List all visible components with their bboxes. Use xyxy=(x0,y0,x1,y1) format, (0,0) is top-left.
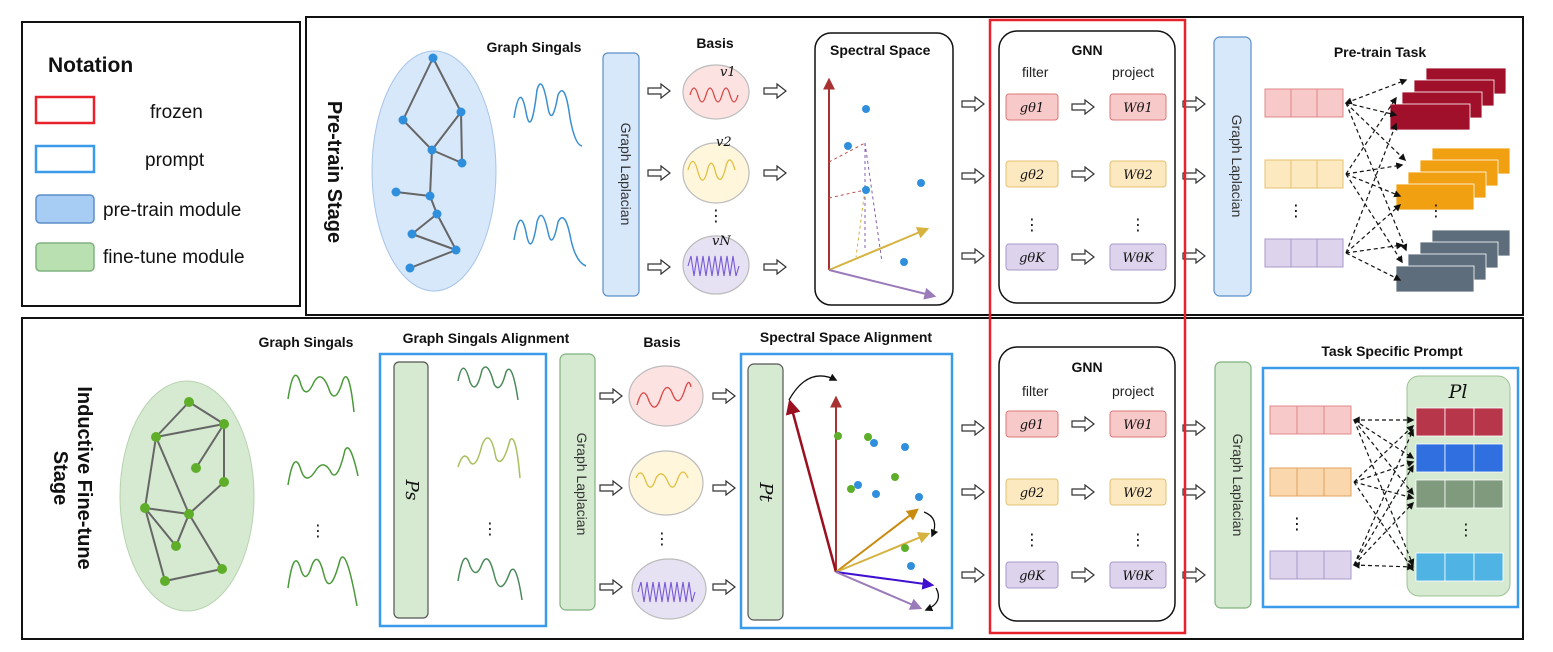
prompt-title: Task Specific Prompt xyxy=(1321,343,1463,359)
finetune-graph-icon xyxy=(119,380,255,612)
pretrain-graph-icon xyxy=(371,50,497,292)
basis-v1-label: v1 xyxy=(720,65,736,80)
finetune-project-label: project xyxy=(1112,383,1154,399)
svg-text:⋮: ⋮ xyxy=(310,523,326,540)
pretrain-filter-label: filter xyxy=(1022,64,1049,80)
pretrain-laplacian2-module xyxy=(1213,36,1252,297)
filter-gK: gθK xyxy=(1019,251,1046,266)
svg-text:⋮: ⋮ xyxy=(1428,203,1444,220)
finetune-label: fine-tune module xyxy=(103,247,245,268)
signal-wave-icon xyxy=(287,556,358,607)
basis-v1: v1 xyxy=(682,64,750,120)
pretrain-task-stacks: ⋮ xyxy=(1389,67,1511,293)
signal-wave-icon xyxy=(513,83,583,147)
pretrain-embeddings: ⋮ xyxy=(1264,88,1344,268)
basis-vN: vN xyxy=(682,234,750,295)
pretrain-stage-label: Pre-train Stage xyxy=(323,101,345,243)
prompt-swatch xyxy=(34,144,96,174)
spectral-space-title: Spectral Space xyxy=(830,42,931,58)
ft-project-WK: WθK xyxy=(1123,569,1155,584)
basis-v2: v2 xyxy=(682,135,750,204)
signal-wave-icon xyxy=(287,374,355,413)
signal-wave-icon xyxy=(513,214,587,267)
pretrain-basis-title: Basis xyxy=(696,35,734,51)
ps-module xyxy=(393,361,429,619)
project-W1: Wθ1 xyxy=(1123,101,1152,116)
pl-label: Pl xyxy=(1448,381,1468,403)
graph-signals-alignment: Graph Singals Alignment Ps ⋮ xyxy=(378,330,570,628)
pretrain-task-title: Pre-train Task xyxy=(1334,44,1427,60)
notation-title: Notation xyxy=(48,54,133,77)
finetune-basis-2 xyxy=(628,450,704,516)
spectral-alignment-title: Spectral Space Alignment xyxy=(760,329,933,345)
finetune-swatch xyxy=(35,242,95,272)
pretrain-task-links xyxy=(1344,78,1408,281)
finetune-stage: Inductive Fine-tune Stage Graph Singals xyxy=(21,317,1524,640)
frozen-swatch xyxy=(34,95,96,125)
finetune-stage-label-1: Inductive Fine-tune xyxy=(73,386,95,569)
spectral-space-panel: Spectral Space xyxy=(814,32,954,306)
spectral-space-alignment: Spectral Space Alignment Pt xyxy=(739,329,954,630)
svg-text:⋮: ⋮ xyxy=(1024,217,1040,234)
finetune-laplacian2-label: Graph Laplacian xyxy=(1230,434,1246,537)
pt-label: Pt xyxy=(755,481,776,502)
finetune-graph-signals-title: Graph Singals xyxy=(259,334,354,350)
basis-ellipsis: ⋮ xyxy=(708,208,724,225)
ft-filter-gK: gθK xyxy=(1019,569,1046,584)
svg-text:⋮: ⋮ xyxy=(1130,532,1146,549)
finetune-stage-label-2: Stage xyxy=(49,451,71,505)
finetune-laplacian-label: Graph Laplacian xyxy=(574,433,590,536)
axis-arrow-icon xyxy=(828,269,937,300)
finetune-gnn-title: GNN xyxy=(1071,359,1102,375)
pretrain-label: pre-train module xyxy=(103,200,241,221)
pretrain-project-label: project xyxy=(1112,64,1154,80)
pretrain-stage: Pre-train Stage xyxy=(305,16,1524,316)
svg-text:⋮: ⋮ xyxy=(1289,516,1305,533)
axis-arrow-icon xyxy=(828,227,930,271)
pretrain-gnn: GNN filter project gθ1 gθ2 ⋮ gθK Wθ1 Wθ2… xyxy=(998,30,1176,304)
frozen-label: frozen xyxy=(150,102,203,123)
ft-filter-g1: gθ1 xyxy=(1020,418,1044,433)
filter-g1: gθ1 xyxy=(1020,101,1044,116)
svg-text:⋮: ⋮ xyxy=(654,531,670,548)
filter-g2: gθ2 xyxy=(1020,168,1044,183)
svg-text:⋮: ⋮ xyxy=(482,521,498,538)
frozen-region xyxy=(988,18,1187,635)
alignment-title: Graph Singals Alignment xyxy=(403,330,570,346)
prompt-label: prompt xyxy=(145,150,205,171)
svg-text:⋮: ⋮ xyxy=(1024,532,1040,549)
pretrain-laplacian-label: Graph Laplacian xyxy=(618,123,634,226)
pretrain-gnn-title: GNN xyxy=(1071,42,1102,58)
ft-filter-g2: gθ2 xyxy=(1020,486,1044,501)
project-WK: WθK xyxy=(1123,251,1155,266)
pretrain-graph-signals-title: Graph Singals xyxy=(487,39,582,55)
notation-legend: Notation frozen prompt pre-train module … xyxy=(21,21,301,307)
svg-text:⋮: ⋮ xyxy=(1288,203,1304,220)
finetune-filter-label: filter xyxy=(1022,383,1049,399)
ps-label: Ps xyxy=(401,479,422,501)
finetune-laplacian-module xyxy=(559,353,596,611)
pretrain-swatch xyxy=(35,194,95,224)
basis-vN-label: vN xyxy=(712,234,731,249)
project-W2: Wθ2 xyxy=(1123,168,1152,183)
task-specific-prompt: Task Specific Prompt ⋮ Pl ⋮ xyxy=(1261,343,1520,609)
finetune-basis-title: Basis xyxy=(643,334,681,350)
pt-module xyxy=(747,363,784,621)
svg-text:⋮: ⋮ xyxy=(1458,522,1474,539)
finetune-gnn: GNN filter project gθ1 gθ2 ⋮ gθK Wθ1 Wθ2… xyxy=(998,346,1176,622)
finetune-basis-1 xyxy=(628,365,704,427)
basis-v2-label: v2 xyxy=(716,135,732,150)
pretrain-laplacian-module xyxy=(602,52,640,297)
pretrain-laplacian2-label: Graph Laplacian xyxy=(1229,115,1245,218)
finetune-basis-3 xyxy=(631,558,707,620)
ft-project-W1: Wθ1 xyxy=(1123,418,1152,433)
ft-project-W2: Wθ2 xyxy=(1123,486,1152,501)
signal-wave-icon xyxy=(287,447,359,486)
finetune-laplacian2-module xyxy=(1214,361,1252,609)
svg-text:⋮: ⋮ xyxy=(1130,217,1146,234)
